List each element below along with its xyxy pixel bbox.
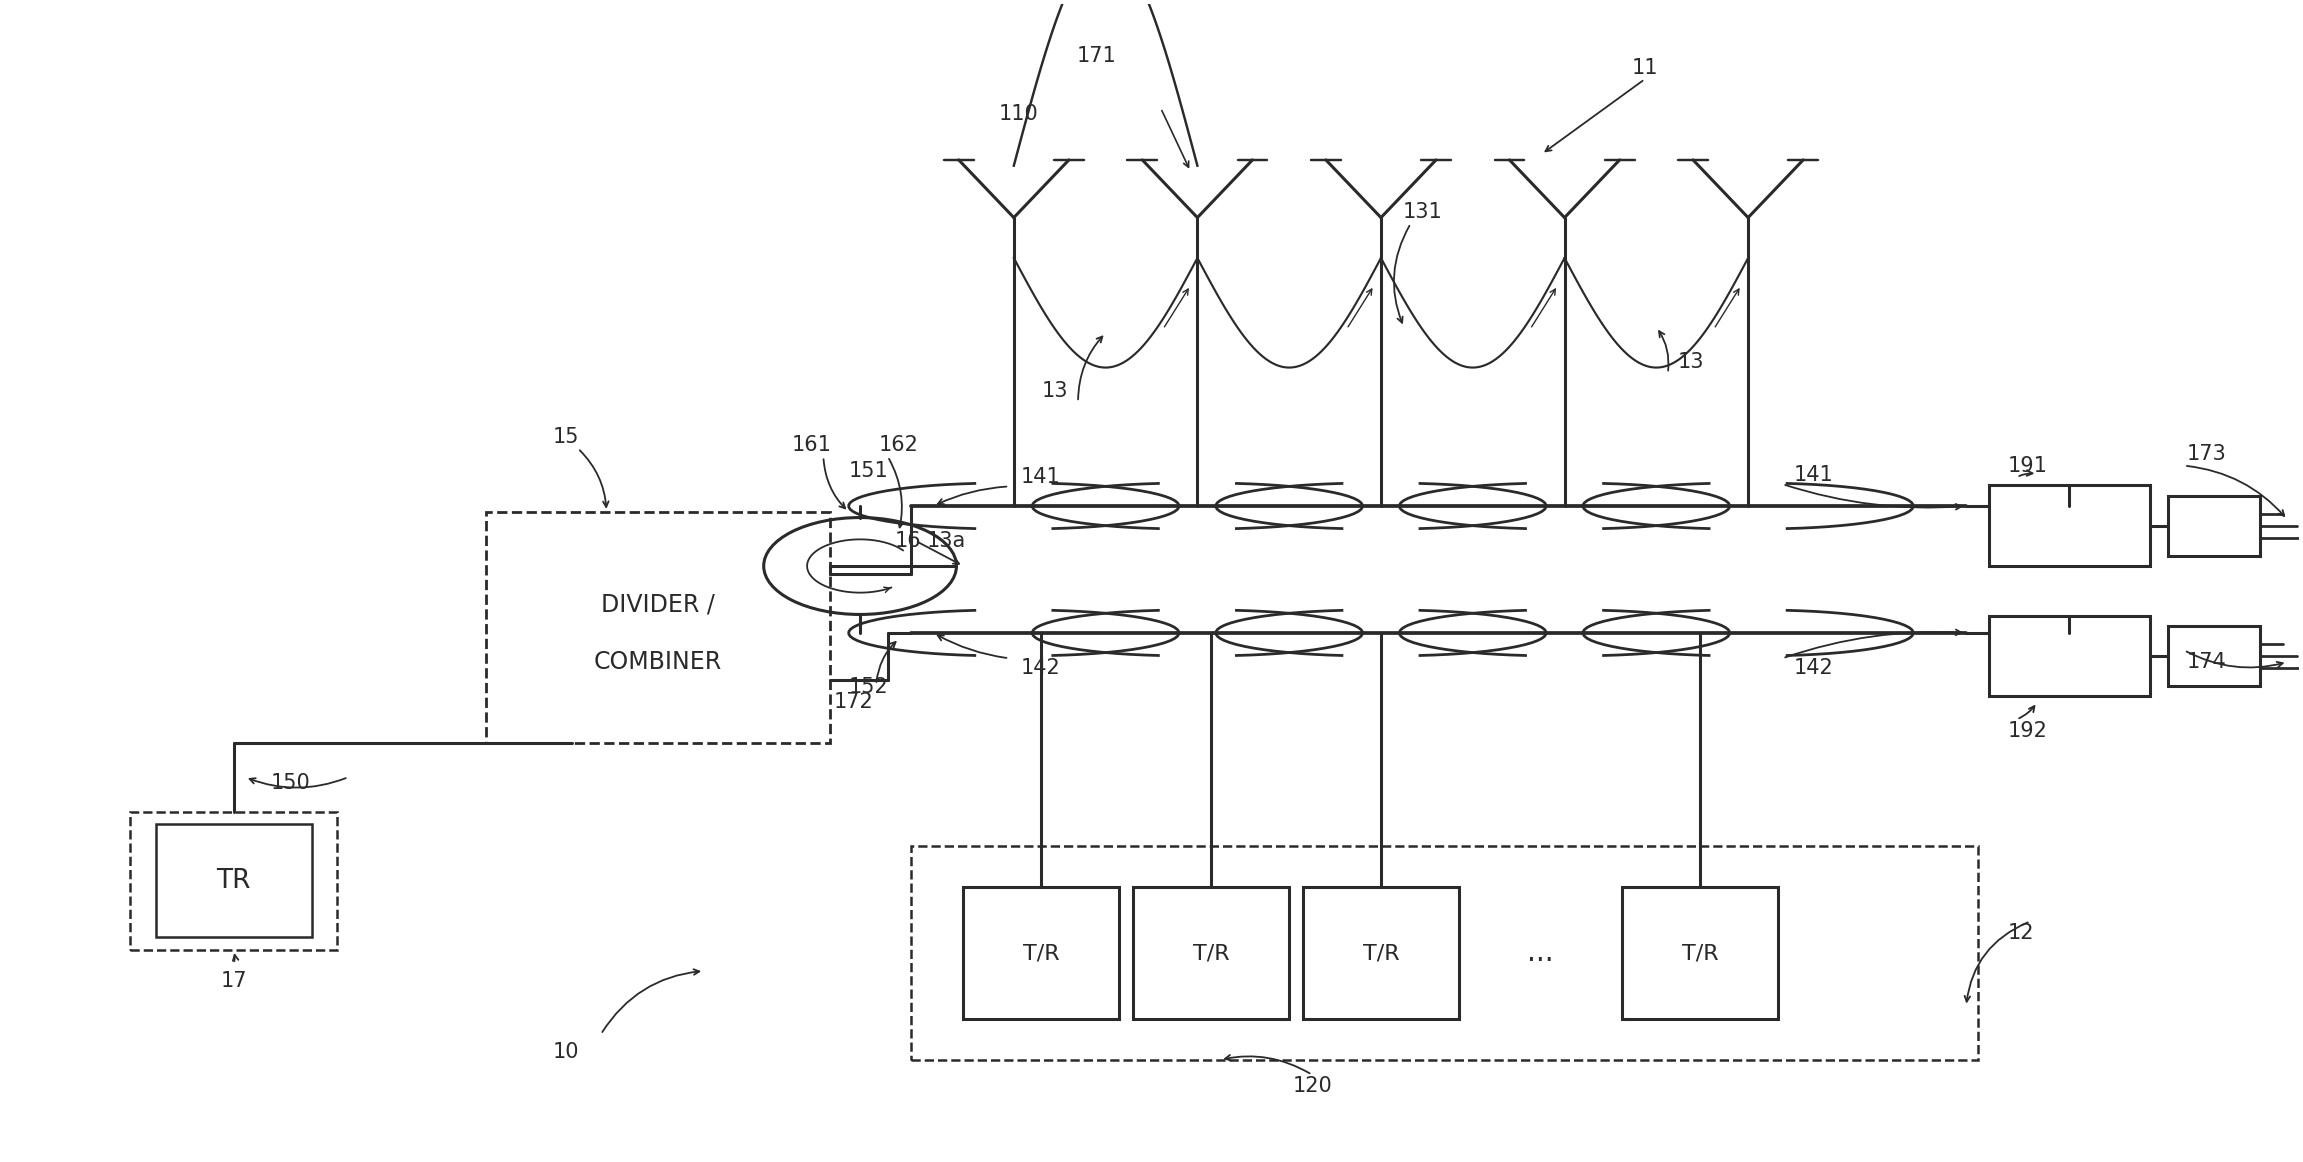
Text: 13: 13 [1677,352,1704,372]
Bar [910,846,1978,1060]
Text: 150: 150 [272,773,311,792]
Text: 131: 131 [1403,202,1442,222]
Bar [1990,486,2149,566]
Bar [131,812,336,951]
Text: 162: 162 [880,435,919,454]
Text: 152: 152 [848,677,889,697]
Text: 17: 17 [221,971,246,991]
Text: 142: 142 [1794,658,1833,677]
Bar [1303,887,1460,1019]
Text: 151: 151 [848,461,889,481]
Bar [1133,887,1290,1019]
Text: 12: 12 [2008,923,2034,942]
Text: T/R: T/R [1193,944,1230,963]
Text: 120: 120 [1292,1076,1331,1096]
Text: 11: 11 [1631,58,1658,78]
Text: 110: 110 [1000,103,1039,124]
Text: 13a: 13a [926,531,965,551]
Text: 191: 191 [2008,456,2047,475]
Text: 10: 10 [553,1041,580,1062]
Text: 171: 171 [1076,46,1117,66]
Bar [1990,616,2149,696]
Text: 172: 172 [834,693,873,712]
Text: ...: ... [1527,939,1555,967]
Bar [963,887,1119,1019]
Text: 141: 141 [1794,465,1833,485]
Text: 192: 192 [2008,720,2047,741]
Bar [2167,626,2259,686]
Text: TR: TR [216,868,251,894]
Bar [486,511,831,743]
Bar [157,824,311,938]
Text: T/R: T/R [1681,944,1718,963]
Text: 142: 142 [1020,658,1059,677]
Bar [2167,496,2259,555]
Text: T/R: T/R [1023,944,1059,963]
Text: DIVIDER /: DIVIDER / [601,593,716,616]
Bar [1621,887,1778,1019]
Text: 141: 141 [1020,467,1059,487]
Text: 173: 173 [2188,444,2227,464]
Text: 16: 16 [894,531,921,551]
Text: COMBINER: COMBINER [594,650,723,674]
Text: 161: 161 [792,435,831,454]
Text: 13: 13 [1041,381,1069,401]
Text: T/R: T/R [1363,944,1400,963]
Text: 15: 15 [553,426,580,447]
Text: 174: 174 [2188,652,2227,672]
